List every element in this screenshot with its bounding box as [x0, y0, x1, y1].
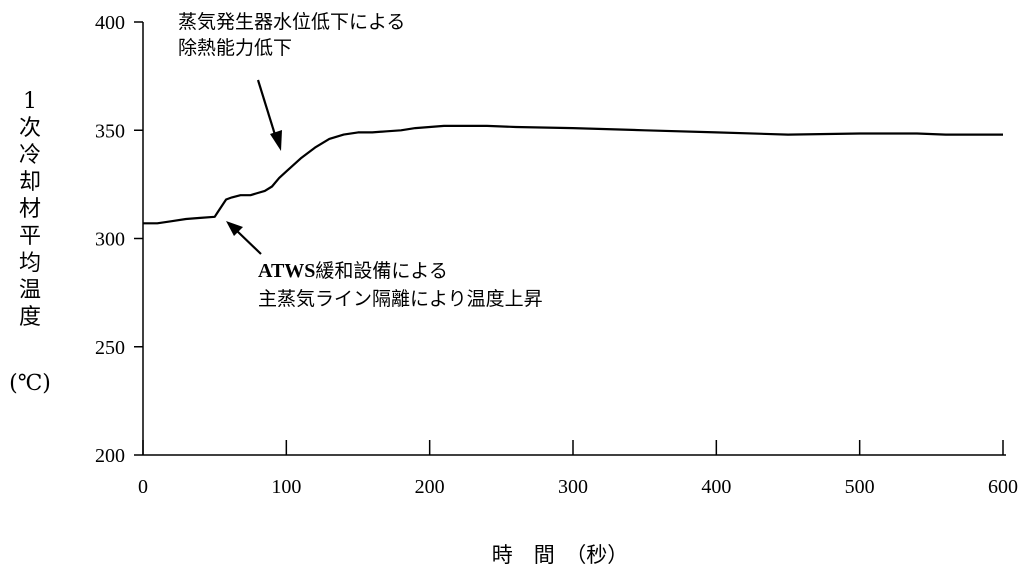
- annotation-2-arrow-shaft: [235, 229, 262, 255]
- y-axis-unit: (℃): [9, 371, 51, 396]
- y-ticks: 200 250 300 350 400: [95, 12, 143, 467]
- x-tick-label: 200: [415, 476, 445, 498]
- annotation-2-line-2: 主蒸気ライン隔離により温度上昇: [258, 288, 543, 310]
- annotation-1-arrow-shaft: [256, 79, 278, 139]
- y-axis-label-char: 温: [19, 278, 41, 303]
- annotation-2-bold-prefix: ATWS: [258, 260, 315, 282]
- x-tick-label: 100: [271, 476, 301, 498]
- annotation-2-line-1-rest: 緩和設備による: [315, 260, 447, 282]
- x-axis-label: 時 間 （秒）: [492, 543, 629, 567]
- x-tick-label: 400: [701, 476, 731, 498]
- series-line-temperature: [143, 124, 1003, 225]
- annotation-2-arrow-head: [226, 221, 243, 236]
- y-axis-label-char: 均: [19, 251, 41, 276]
- y-tick-label: 250: [95, 337, 125, 359]
- annotation-2-line-1: ATWS緩和設備による: [258, 260, 448, 282]
- x-ticks: 0 100 200 300 400 500 600: [138, 440, 1018, 498]
- y-axis-label-char: 平: [19, 224, 41, 249]
- y-tick-label: 400: [95, 12, 125, 34]
- annotation-1-arrow-head: [270, 130, 282, 151]
- axes: [142, 22, 1006, 456]
- y-axis-label-char: 却: [19, 170, 41, 195]
- annotation-1-line-2: 除熱能力低下: [178, 37, 292, 59]
- annotation-atws: ATWS緩和設備による 主蒸気ライン隔離により温度上昇: [226, 221, 543, 310]
- x-tick-label: 0: [138, 476, 148, 498]
- x-tick-label: 500: [845, 476, 875, 498]
- x-tick-label: 300: [558, 476, 588, 498]
- y-axis-label-char: 1: [23, 89, 37, 114]
- y-tick-label: 200: [95, 445, 125, 467]
- y-axis-label-char: 冷: [19, 143, 41, 168]
- y-axis-label-char: 度: [19, 305, 41, 330]
- annotation-1-line-1: 蒸気発生器水位低下による: [178, 11, 405, 33]
- y-axis-label-char: 材: [19, 197, 41, 222]
- y-axis-label-char: 次: [19, 116, 41, 141]
- y-tick-label: 350: [95, 120, 125, 142]
- y-tick-label: 300: [95, 229, 125, 251]
- x-tick-label: 600: [988, 476, 1018, 498]
- annotation-sg-level: 蒸気発生器水位低下による 除熱能力低下: [178, 11, 405, 151]
